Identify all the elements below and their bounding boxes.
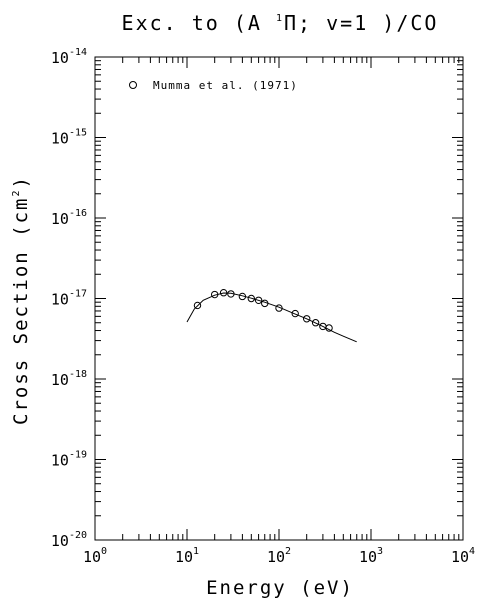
y-tick-label: 10-17 [51, 289, 87, 309]
y-axis-ticks: 10-20 10-19 10-18 10-17 10-16 10-15 10-14 [51, 47, 87, 550]
y-axis-label-base: Cross Section (cm [10, 197, 32, 425]
legend: Mumma et al. (1971) [129, 79, 298, 92]
legend-label: Mumma et al. (1971) [153, 79, 298, 92]
y-axis-label: Cross Section (cm2) [10, 175, 32, 425]
y-tick-label: 10-14 [51, 47, 87, 67]
data-point [227, 290, 235, 298]
data-point [219, 289, 228, 297]
chart-title-sup: 1 [276, 13, 284, 24]
x-tick-label: 103 [359, 546, 383, 566]
y-axis-label-tail: ) [10, 175, 32, 188]
x-tick-label: 100 [83, 546, 107, 566]
x-axis-label: Energy (eV) [206, 577, 354, 599]
x-axis-ticks: 100 101 102 103 104 [83, 546, 475, 566]
plot-frame [94, 56, 464, 541]
chart-title-pre: Exc. to (A [122, 11, 276, 35]
y-tick-label: 10-15 [51, 128, 87, 148]
data-point [210, 290, 219, 299]
y-axis-label-sup: 2 [11, 188, 22, 196]
data-point [247, 294, 256, 303]
y-tick-label: 10-16 [51, 208, 87, 228]
legend-marker [129, 81, 137, 89]
chart-title: Exc. to (A 1Π; v=1 )/CO [122, 11, 439, 35]
fit-curve [186, 292, 357, 343]
x-tick-label: 104 [451, 546, 475, 566]
data-points-group [193, 289, 333, 332]
data-point [193, 301, 202, 310]
x-tick-label: 101 [175, 546, 199, 566]
y-tick-label: 10-19 [51, 450, 87, 470]
data-point [261, 299, 269, 308]
x-tick-label: 102 [267, 546, 291, 566]
data-point [302, 315, 311, 323]
fit-curve-group [186, 292, 357, 343]
data-point [291, 309, 299, 318]
data-point [254, 296, 263, 304]
plot-area [94, 56, 464, 541]
y-tick-label: 10-18 [51, 369, 87, 389]
tick-marks [94, 57, 463, 541]
data-point [311, 319, 320, 327]
chart-title-post: Π; v=1 )/CO [284, 11, 438, 35]
y-tick-label: 10-20 [51, 530, 87, 550]
data-point [325, 324, 333, 332]
data-point [275, 304, 283, 312]
data-point [238, 292, 247, 301]
